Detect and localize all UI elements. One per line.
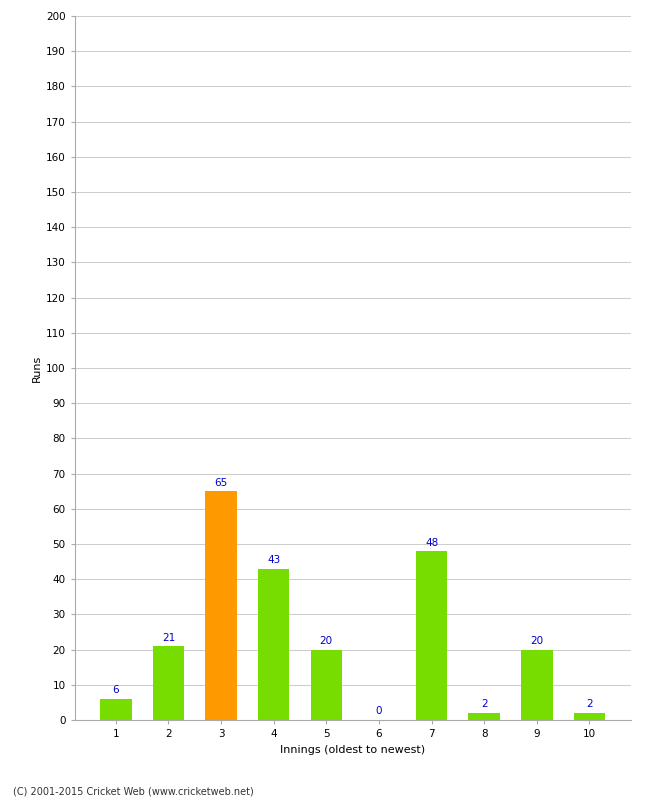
Text: 21: 21: [162, 633, 175, 642]
Bar: [469, 713, 500, 720]
Text: 65: 65: [214, 478, 227, 488]
Bar: [574, 713, 605, 720]
Y-axis label: Runs: Runs: [32, 354, 42, 382]
Bar: [258, 569, 289, 720]
Text: 43: 43: [267, 555, 280, 565]
Bar: [521, 650, 552, 720]
Text: (C) 2001-2015 Cricket Web (www.cricketweb.net): (C) 2001-2015 Cricket Web (www.cricketwe…: [13, 786, 254, 796]
Text: 2: 2: [586, 699, 593, 710]
Bar: [416, 551, 447, 720]
Bar: [100, 699, 131, 720]
Text: 20: 20: [320, 636, 333, 646]
Bar: [205, 491, 237, 720]
Text: 20: 20: [530, 636, 543, 646]
Bar: [311, 650, 342, 720]
Text: 6: 6: [112, 686, 119, 695]
Text: 0: 0: [376, 706, 382, 717]
Text: 2: 2: [481, 699, 488, 710]
Text: 48: 48: [425, 538, 438, 547]
X-axis label: Innings (oldest to newest): Innings (oldest to newest): [280, 745, 425, 754]
Bar: [153, 646, 184, 720]
